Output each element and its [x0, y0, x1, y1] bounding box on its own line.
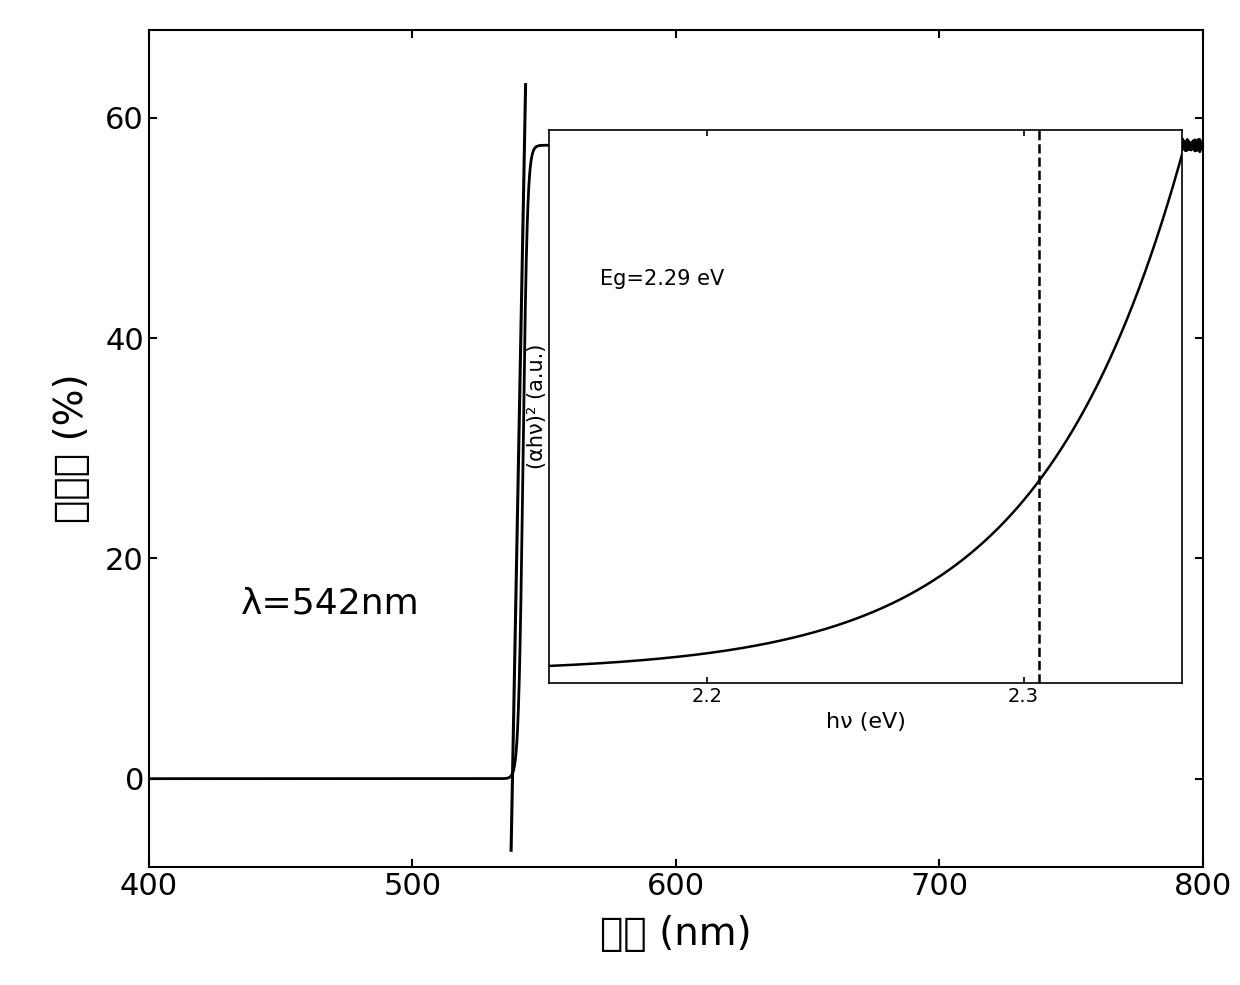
Text: λ=542nm: λ=542nm — [241, 586, 420, 621]
X-axis label: 波长 (nm): 波长 (nm) — [600, 914, 751, 952]
Y-axis label: 透过率 (%): 透过率 (%) — [53, 373, 92, 523]
